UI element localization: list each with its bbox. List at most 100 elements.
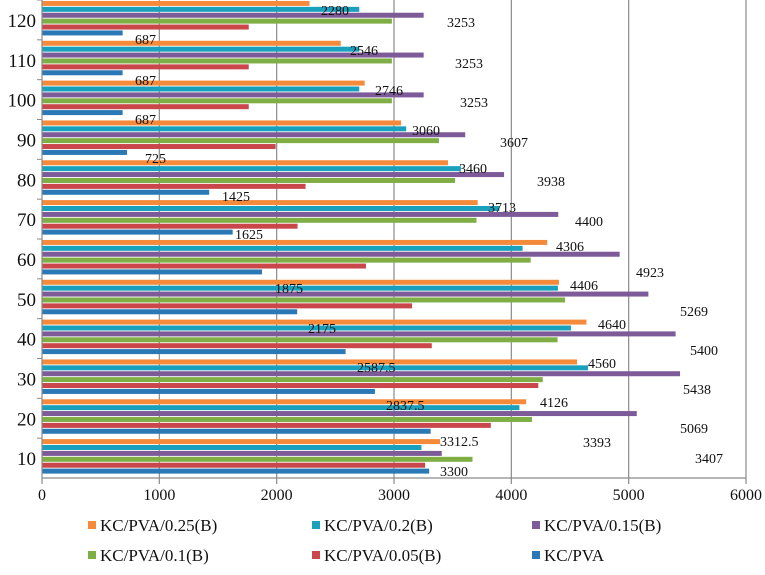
bar (42, 40, 341, 46)
x-tick-label: 6000 (730, 487, 762, 504)
bar (42, 211, 559, 217)
data-label: 4306 (556, 240, 584, 255)
data-label: 4400 (575, 215, 603, 230)
data-label: 4640 (598, 318, 626, 333)
data-label: 687 (135, 74, 156, 89)
data-label: 3407 (695, 452, 723, 467)
legend-item: KC/PVA/0.05(B) (312, 546, 441, 565)
bar (42, 428, 431, 434)
bar (42, 462, 426, 468)
bar (42, 92, 424, 98)
bar (42, 239, 548, 245)
data-label: 687 (135, 33, 156, 48)
data-label: 1625 (235, 228, 263, 243)
y-tick-label: 110 (8, 51, 36, 72)
legend-label: KC/PVA/0.25(B) (100, 516, 217, 535)
data-label: 3060 (412, 124, 440, 139)
bar (42, 445, 422, 450)
bar (42, 291, 649, 297)
bar (42, 251, 620, 257)
bar (42, 450, 442, 456)
data-label: 4126 (540, 396, 568, 411)
bar (42, 52, 424, 58)
y-tick-label: 60 (17, 250, 36, 271)
bar (42, 160, 448, 166)
bar (42, 456, 473, 462)
bar (42, 416, 532, 422)
data-label: 3460 (459, 162, 487, 177)
bar (42, 217, 477, 223)
bar (42, 468, 430, 474)
y-tick-label: 70 (17, 210, 36, 231)
legend-label: KC/PVA/0.2(B) (324, 516, 433, 535)
legend-item: KC/PVA/0.25(B) (88, 516, 217, 535)
bar (42, 411, 637, 417)
bar (42, 189, 210, 195)
x-tick-label: 5000 (613, 487, 645, 504)
data-label: 2546 (350, 44, 378, 59)
x-tick-label: 4000 (495, 487, 527, 504)
bar (42, 6, 360, 12)
data-label: 5400 (690, 344, 718, 359)
bar (42, 126, 407, 132)
data-label: 4406 (570, 279, 598, 294)
bar (42, 58, 392, 64)
y-tick-label: 80 (17, 170, 36, 191)
bar (42, 166, 461, 172)
bar (42, 229, 233, 235)
data-label: 3938 (537, 175, 565, 190)
legend-item: KC/PVA/0.2(B) (312, 516, 433, 535)
data-label: 687 (135, 113, 156, 128)
bar (42, 399, 527, 405)
data-label: 2280 (321, 4, 349, 19)
legend-label: KC/PVA/0.15(B) (544, 516, 661, 535)
bar (42, 177, 456, 183)
legend-swatch (532, 521, 540, 529)
y-tick-label: 30 (17, 369, 36, 390)
data-label: 4923 (636, 266, 664, 281)
bar (42, 24, 249, 30)
bar (42, 12, 424, 18)
bar (42, 86, 360, 92)
bar (42, 245, 523, 251)
y-tick-label: 100 (8, 91, 37, 112)
bar (42, 132, 466, 138)
bar (42, 30, 123, 36)
bar (42, 104, 249, 110)
bar (42, 343, 432, 349)
bar (42, 269, 262, 275)
bar (42, 365, 588, 371)
bar (42, 70, 123, 76)
legend-item: KC/PVA (532, 546, 605, 565)
bar (42, 309, 298, 315)
legend-swatch (88, 521, 96, 529)
legend-swatch (312, 551, 320, 559)
legend: KC/PVA/0.25(B) KC/PVA/0.2(B) KC/PVA/0.15(B… (88, 516, 661, 565)
bar (42, 303, 413, 309)
data-label: 725 (145, 152, 166, 167)
data-labels: 3393 3407 3300 3312.5 4126 5069 4560 5438 2837.5… (135, 4, 723, 480)
bar (42, 223, 298, 229)
legend-swatch (532, 551, 540, 559)
bar (42, 405, 520, 411)
bar (42, 325, 571, 331)
bar (42, 319, 587, 325)
x-tick-label: 1000 (143, 487, 175, 504)
bar (42, 439, 441, 445)
legend-label: KC/PVA (544, 546, 605, 565)
bar (42, 279, 559, 285)
bar (42, 206, 500, 211)
data-label: 5069 (680, 422, 708, 437)
data-label: 3607 (500, 136, 528, 151)
data-label: 3312.5 (440, 435, 479, 450)
bar (42, 337, 558, 343)
y-tick-label: 20 (17, 409, 36, 430)
data-label: 3713 (488, 201, 516, 216)
bar (42, 257, 531, 263)
data-label: 3300 (440, 465, 468, 480)
data-label: 2837.5 (386, 399, 425, 414)
data-label: 1425 (222, 190, 250, 205)
bar (42, 120, 402, 126)
bar (42, 138, 439, 144)
